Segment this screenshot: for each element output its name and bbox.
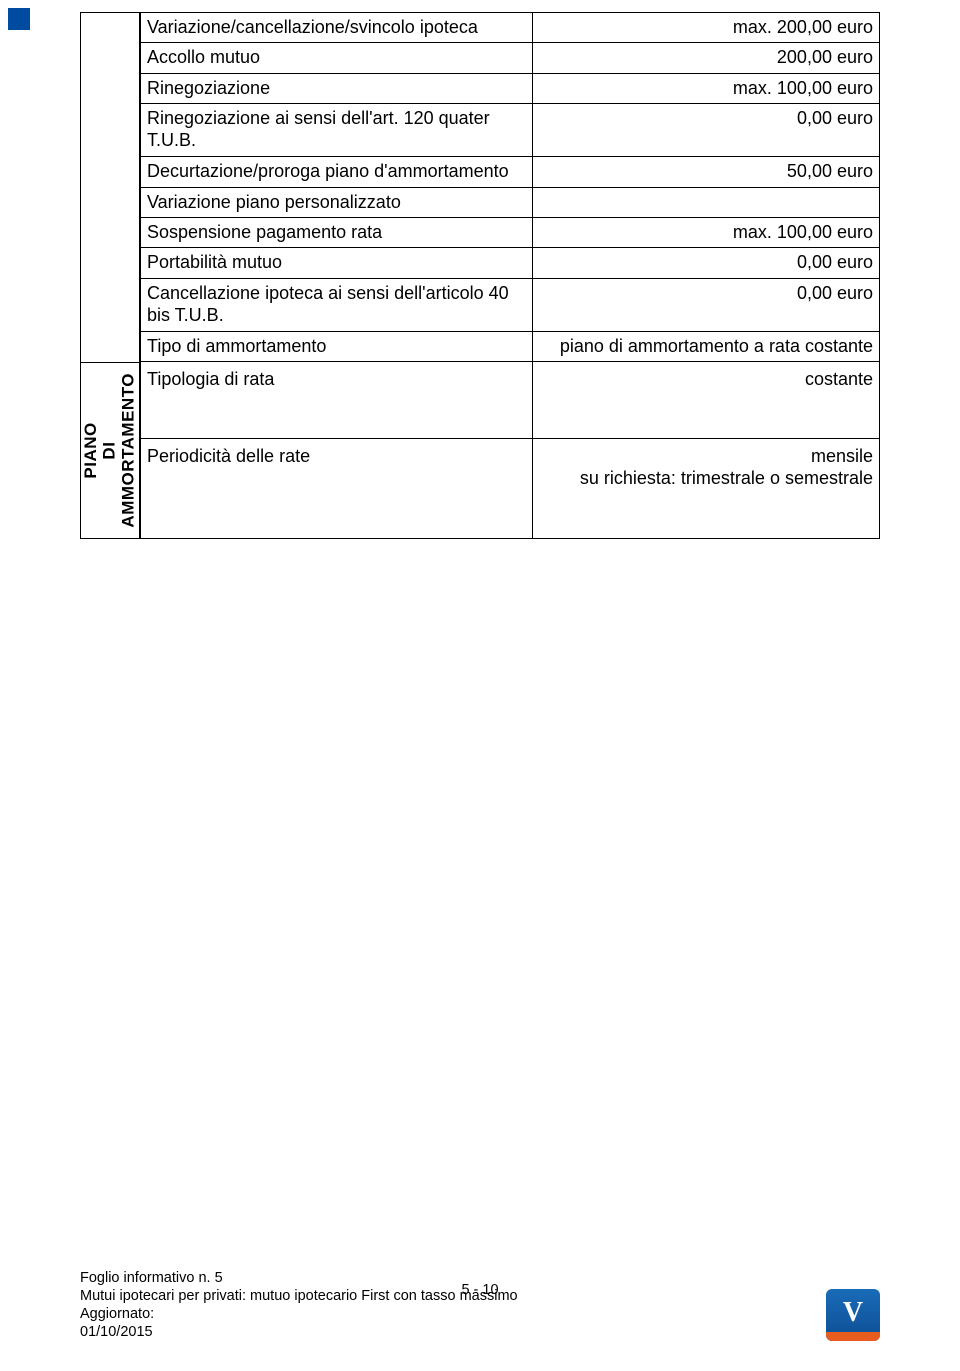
table-row: Variazione piano personalizzato (141, 187, 880, 217)
cell-value: max. 100,00 euro (532, 73, 879, 103)
footer-logo: V (826, 1289, 880, 1341)
footer-left: Foglio informativo n. 5 Mutui ipotecari … (80, 1269, 518, 1342)
footer-updated-label: Aggiornato: (80, 1305, 518, 1323)
footer-doc-number: Foglio informativo n. 5 (80, 1269, 518, 1287)
cell-value: 0,00 euro (532, 248, 879, 278)
cell-label: Cancellazione ipoteca ai sensi dell'arti… (141, 278, 533, 331)
cell-label: Tipo di ammortamento (141, 331, 533, 361)
cell-value: 50,00 euro (532, 157, 879, 187)
cell-label: Decurtazione/proroga piano d'ammortament… (141, 157, 533, 187)
table-row: Cancellazione ipoteca ai sensi dell'arti… (141, 278, 880, 331)
cell-value: mensile su richiesta: trimestrale o seme… (532, 438, 879, 538)
table-row: Variazione/cancellazione/svincolo ipotec… (141, 13, 880, 43)
content-area: PIANO DI AMMORTAMENTO Variazione/cancell… (80, 12, 880, 539)
cell-label: Rinegoziazione (141, 73, 533, 103)
footer-updated-date: 01/10/2015 (80, 1323, 518, 1341)
left-stub-column: PIANO DI AMMORTAMENTO (80, 12, 140, 539)
cell-value: max. 100,00 euro (532, 217, 879, 247)
logo-stripe (826, 1332, 880, 1341)
footer-doc-title: Mutui ipotecari per privati: mutuo ipote… (80, 1287, 518, 1305)
cell-label: Periodicità delle rate (141, 438, 533, 538)
table-row: Tipologia di rata costante (141, 362, 880, 439)
cell-value (532, 187, 879, 217)
footer: 5 - 10 Foglio informativo n. 5 Mutui ipo… (80, 1269, 880, 1342)
table-row: Portabilità mutuo 0,00 euro (141, 248, 880, 278)
table-row: Rinegoziazione ai sensi dell'art. 120 qu… (141, 103, 880, 156)
cell-label: Variazione piano personalizzato (141, 187, 533, 217)
cell-label: Rinegoziazione ai sensi dell'art. 120 qu… (141, 103, 533, 156)
cell-label: Sospensione pagamento rata (141, 217, 533, 247)
table-row: Rinegoziazione max. 100,00 euro (141, 73, 880, 103)
cell-label: Variazione/cancellazione/svincolo ipotec… (141, 13, 533, 43)
cell-label: Portabilità mutuo (141, 248, 533, 278)
table-row: Accollo mutuo 200,00 euro (141, 43, 880, 73)
cell-value: 0,00 euro (532, 278, 879, 331)
cell-value: piano di ammortamento a rata costante (532, 331, 879, 361)
table-row: Tipo di ammortamento piano di ammortamen… (141, 331, 880, 361)
corner-square (8, 8, 30, 30)
main-table: Variazione/cancellazione/svincolo ipotec… (140, 12, 880, 539)
cell-value: 200,00 euro (532, 43, 879, 73)
logo-letter: V (826, 1295, 880, 1330)
table-row: Decurtazione/proroga piano d'ammortament… (141, 157, 880, 187)
cell-value: costante (532, 362, 879, 439)
footer-page-number: 5 - 10 (461, 1281, 498, 1299)
left-stub-bottom: PIANO DI AMMORTAMENTO (80, 362, 140, 539)
left-stub-top (80, 12, 140, 362)
piano-ammortamento-label: PIANO DI AMMORTAMENTO (80, 363, 140, 538)
cell-value: 0,00 euro (532, 103, 879, 156)
cell-label: Accollo mutuo (141, 43, 533, 73)
table-row: Periodicità delle rate mensile su richie… (141, 438, 880, 538)
cell-label: Tipologia di rata (141, 362, 533, 439)
cell-value: max. 200,00 euro (532, 13, 879, 43)
table-row: Sospensione pagamento rata max. 100,00 e… (141, 217, 880, 247)
